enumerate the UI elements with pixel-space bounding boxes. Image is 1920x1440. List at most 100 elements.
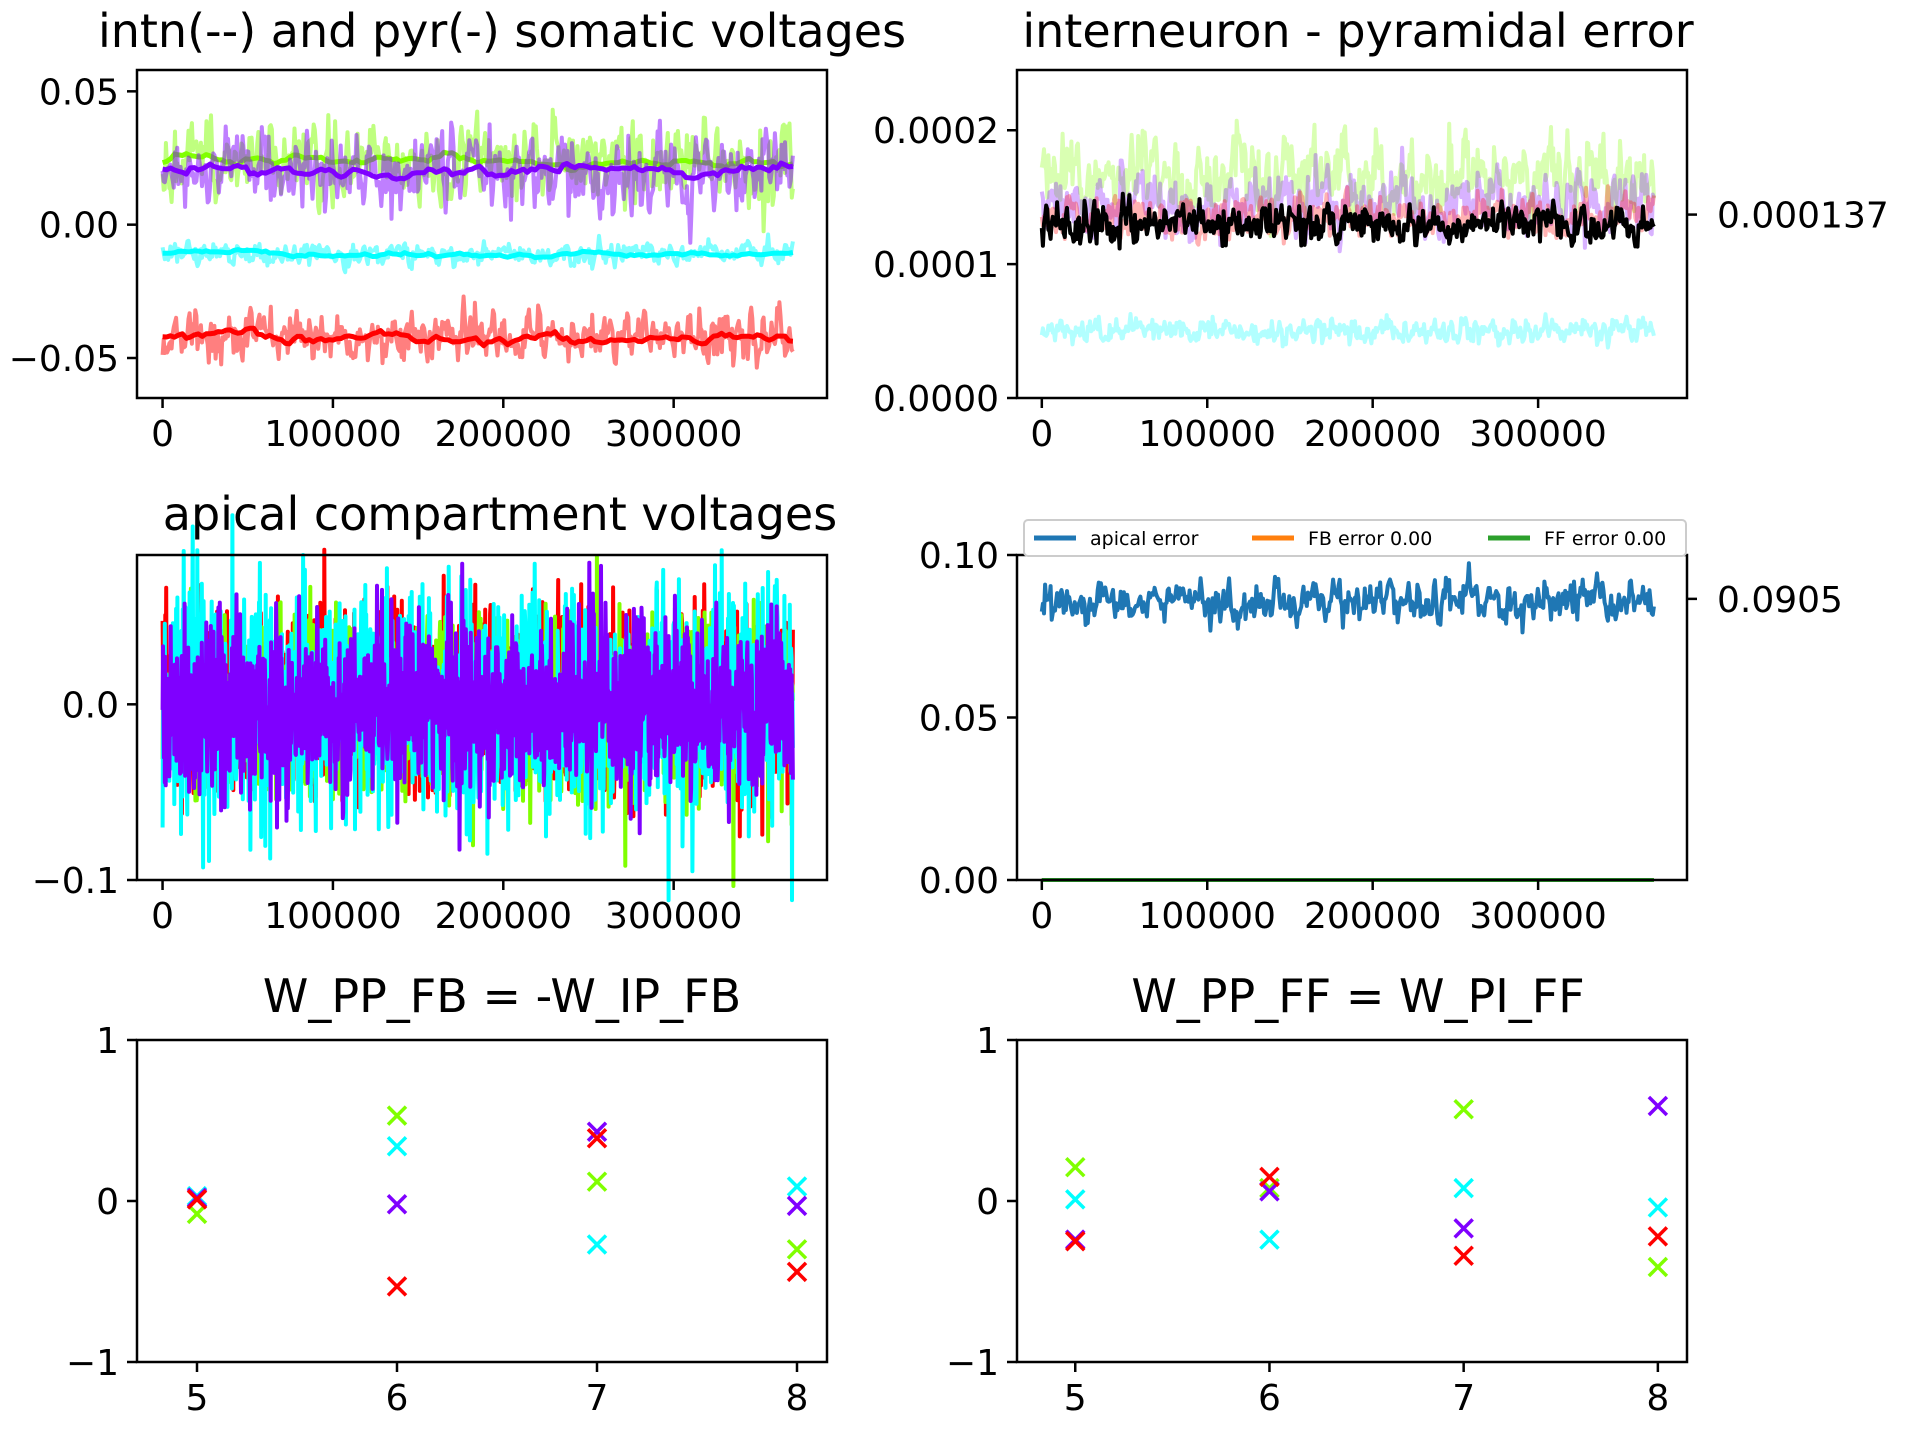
tick-layer: 5 6 7 8 −1 0 1 [946,1021,1669,1419]
scatter-marker [786,1176,808,1197]
x-tick-label: 300000 [1469,896,1606,937]
y-tick-label: 1 [96,1021,119,1062]
y-tick-label: 0.00 [39,206,119,247]
plot-frame [135,1038,829,1364]
series-layer [1039,561,1656,882]
series-line [162,247,794,261]
x-tick-label: 200000 [1304,896,1441,937]
legend-entry: apical error [1090,528,1199,550]
scatter-marker [186,1203,208,1225]
panel-w-pp-ff: W_PP_FF = W_PI_FF 5 6 7 8 −1 0 1 [946,969,1689,1419]
y-tick-label: −1 [66,1343,119,1384]
x-tick-label: 200000 [1304,414,1441,455]
scatter-marker [586,1127,608,1149]
plot-frame [135,553,829,882]
legend-box [1023,519,1687,557]
y-tick-label: 0.00 [919,861,999,902]
scatter-marker [586,1121,608,1143]
y-tick-label: −0.1 [32,861,119,902]
scatter-marker [386,1193,408,1215]
x-tick-label: 200000 [435,896,572,937]
scatter-marker [1065,1231,1086,1252]
y-tick-label: 0 [96,1182,119,1223]
x-tick-label: 0 [1030,414,1053,455]
x-tick-label: 0 [151,414,174,455]
scatter-marker [786,1239,808,1260]
panel-title: apical compartment voltages [163,487,837,541]
y-tick-label: 0 [976,1182,999,1223]
y-tick-label: 0.0001 [873,245,999,286]
x-tick-label: 300000 [605,896,742,937]
series-layer [1039,118,1656,350]
panel-title: W_PP_FB = -W_IP_FB [263,969,741,1023]
panel-apical-voltages: apical compartment voltages 0 100000 20000… [32,487,838,937]
scatter-marker [1065,1156,1086,1178]
scatter-marker [1259,1166,1280,1188]
scatter-marker [1453,1098,1474,1120]
series-layer [160,107,795,370]
tick-layer: 0 100000 200000 300000 −0.05 0.00 0.05 [9,72,743,455]
series-layer [186,1105,808,1297]
y-tick-label: 0.0000 [873,379,999,420]
series-layer [160,513,795,903]
x-tick-label: 200000 [435,414,572,455]
tick-layer: 0 100000 200000 300000 0.0000 0.0001 0.0002 [873,111,1607,455]
y-tick-label: 1 [976,1021,999,1062]
x-tick-label: 100000 [1139,896,1276,937]
scatter-marker [1259,1181,1280,1202]
x-tick-label: 300000 [605,414,742,455]
series-layer [1065,1095,1669,1278]
panel-title: intn(--) and pyr(-) somatic voltages [98,4,906,58]
scatter-marker [1453,1177,1474,1199]
y-tick-label: 0.0 [62,685,119,726]
scatter-marker [186,1189,208,1210]
scatter-marker [586,1171,608,1192]
scatter-marker [386,1276,408,1297]
series-line [1039,561,1656,635]
legend: apical error FB error 0.00 FF error 0.00 [1023,519,1687,557]
panel-somatic-voltages: intn(--) and pyr(-) somatic voltages 0 10… [9,4,906,455]
scatter-marker [1647,1095,1669,1117]
plot-frame [1015,68,1689,400]
x-tick-label: 7 [1452,1378,1475,1419]
x-tick-label: 5 [1064,1378,1087,1419]
x-tick-label: 5 [186,1378,209,1419]
plot-frame [135,68,829,400]
scatter-marker [1065,1189,1086,1210]
y-tick-label: 0.0002 [873,111,999,152]
right-value-annotation: 0.000137 [1687,196,1889,237]
right-value-annotation: 0.0905 [1687,580,1843,621]
plot-frame [1015,1038,1689,1364]
series-line [162,325,794,349]
series-line [162,160,794,182]
y-tick-label: −1 [946,1343,999,1384]
scatter-marker [1647,1197,1669,1218]
x-tick-label: 300000 [1469,414,1606,455]
series-line [1039,191,1656,251]
x-tick-label: 100000 [1139,414,1276,455]
scatter-marker [1453,1218,1474,1239]
y-tick-label: −0.05 [9,339,119,380]
right-tick-label: 0.000137 [1717,196,1889,237]
series-line [1039,118,1656,238]
x-tick-label: 7 [586,1378,609,1419]
right-tick-label: 0.0905 [1717,580,1843,621]
tick-layer: 0 100000 200000 300000 −0.1 0.0 [32,685,743,937]
y-tick-label: 0.10 [919,536,999,577]
panel-w-pp-fb: W_PP_FB = -W_IP_FB 5 6 7 8 −1 0 1 [66,969,829,1419]
panel-title: W_PP_FF = W_PI_FF [1131,969,1584,1023]
panel-title: interneuron - pyramidal error [1022,4,1693,58]
series-line [1039,312,1656,350]
x-tick-label: 6 [386,1378,409,1419]
legend-entry: FF error 0.00 [1544,528,1666,550]
x-tick-label: 0 [1030,896,1053,937]
tick-layer: 5 6 7 8 −1 0 1 [66,1021,809,1419]
x-tick-label: 100000 [264,414,401,455]
x-tick-label: 6 [1258,1378,1281,1419]
scatter-marker [386,1105,408,1126]
x-tick-label: 100000 [264,896,401,937]
series-line [160,232,795,275]
scatter-marker [786,1261,808,1283]
x-tick-label: 8 [786,1378,809,1419]
